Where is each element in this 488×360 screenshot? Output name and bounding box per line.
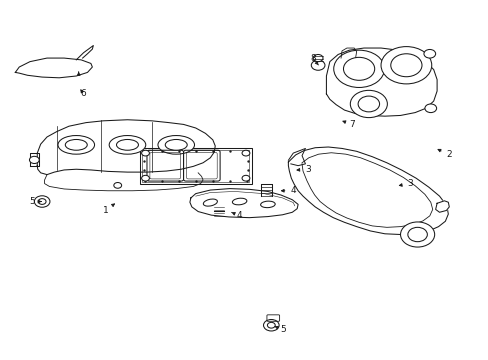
Text: 2: 2 — [437, 149, 451, 159]
Polygon shape — [288, 147, 447, 234]
Circle shape — [390, 54, 421, 77]
Circle shape — [29, 156, 39, 163]
Polygon shape — [15, 58, 92, 78]
Circle shape — [142, 150, 149, 156]
Circle shape — [242, 175, 249, 181]
Polygon shape — [435, 201, 448, 212]
Polygon shape — [326, 48, 436, 116]
Ellipse shape — [165, 139, 187, 150]
Bar — [140, 148, 251, 184]
Circle shape — [400, 222, 434, 247]
Ellipse shape — [260, 201, 275, 208]
Text: 5: 5 — [274, 325, 286, 334]
Ellipse shape — [109, 135, 145, 154]
Circle shape — [311, 60, 325, 70]
Ellipse shape — [203, 199, 217, 206]
Polygon shape — [30, 153, 39, 166]
Circle shape — [424, 104, 436, 113]
Text: 5: 5 — [29, 197, 41, 206]
Circle shape — [407, 227, 427, 242]
Ellipse shape — [158, 135, 194, 154]
Circle shape — [142, 175, 149, 181]
Circle shape — [263, 319, 279, 331]
Text: 6: 6 — [81, 89, 86, 98]
Circle shape — [380, 46, 431, 84]
Text: 3: 3 — [296, 165, 310, 174]
Circle shape — [343, 57, 374, 80]
Circle shape — [114, 183, 122, 188]
Circle shape — [34, 196, 50, 207]
Circle shape — [333, 50, 384, 87]
Ellipse shape — [116, 139, 138, 150]
Circle shape — [267, 322, 275, 328]
Text: 4: 4 — [231, 211, 242, 220]
Ellipse shape — [58, 135, 94, 154]
Text: 1: 1 — [102, 204, 114, 215]
Circle shape — [38, 199, 46, 204]
Bar — [142, 149, 249, 182]
Text: 3: 3 — [399, 179, 412, 188]
Text: 8: 8 — [309, 54, 318, 65]
Circle shape — [242, 150, 249, 156]
Polygon shape — [37, 120, 215, 175]
Polygon shape — [76, 45, 93, 60]
Circle shape — [357, 96, 379, 112]
Text: 7: 7 — [342, 120, 354, 129]
Polygon shape — [189, 189, 298, 218]
Circle shape — [423, 49, 435, 58]
Text: 4: 4 — [281, 186, 295, 195]
Circle shape — [313, 54, 323, 62]
Ellipse shape — [65, 139, 87, 150]
Circle shape — [349, 90, 386, 118]
Ellipse shape — [232, 198, 246, 205]
